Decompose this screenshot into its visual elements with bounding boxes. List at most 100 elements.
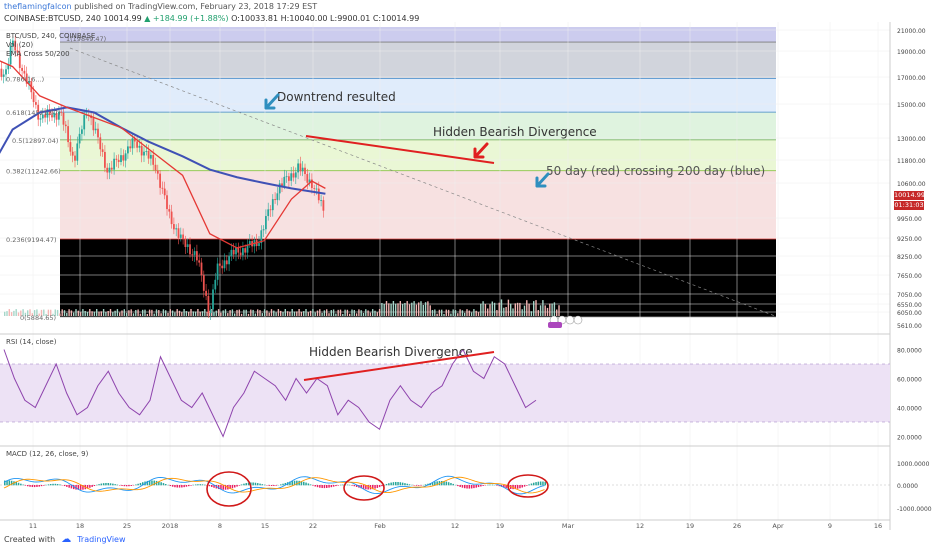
candle-body [7, 64, 10, 70]
volume-bar [61, 309, 63, 316]
candle-body [281, 183, 283, 187]
macd-hist-bar [392, 482, 395, 486]
price-axis-label: 11800.00 [897, 158, 926, 165]
macd-hist-bar [300, 481, 303, 486]
candle-body [143, 151, 145, 156]
ema50-line [0, 60, 326, 249]
volume-bar [98, 311, 100, 316]
volume-bar [266, 310, 268, 316]
macd-hist-bar [24, 485, 27, 486]
macd-hist-bar [91, 485, 93, 487]
candle-body [317, 188, 320, 201]
volume-bar [487, 308, 489, 316]
macd-hist-bar [372, 485, 374, 490]
volume-bar [388, 303, 390, 316]
candle-body [248, 241, 251, 245]
fib-label: 0.786(16...) [6, 75, 44, 83]
macd-hist-bar [162, 483, 165, 486]
candle-body [179, 234, 182, 238]
candle-body [283, 176, 286, 187]
volume-bar [181, 312, 183, 316]
author-link[interactable]: theflamingfalcon [4, 2, 72, 11]
volume-bar [112, 312, 114, 316]
candle-body [196, 251, 198, 261]
tradingview-link[interactable]: TradingView [77, 535, 126, 544]
candle-body [278, 183, 281, 194]
time-axis-label: 12 [636, 522, 644, 530]
macd-hist-bar [38, 485, 40, 487]
volume-bar [167, 312, 169, 316]
volume-bar [132, 313, 135, 316]
macd-hist-bar [151, 480, 153, 486]
macd-hist-bar [291, 481, 293, 486]
volume-bar [420, 301, 422, 316]
volume-bar [45, 313, 47, 316]
macd-hist-bar [523, 485, 526, 487]
macd-hist-bar [107, 483, 109, 486]
macd-hist-bar [542, 481, 544, 486]
volume-bar [206, 312, 208, 316]
macd-hist-bar [135, 484, 137, 486]
macd-hist-bar [528, 484, 530, 486]
volume-bar [105, 311, 107, 316]
volume-bar [367, 310, 369, 316]
macd-hist-bar [188, 485, 190, 487]
candle-body [313, 188, 316, 189]
macd-hist-bar [169, 485, 172, 487]
price-axis-label: 7650.00 [897, 273, 922, 280]
volume-bar [125, 312, 128, 316]
candle-body [202, 275, 205, 291]
macd-hist-bar [388, 483, 390, 486]
volume-bar [477, 312, 480, 316]
volume-bar [165, 310, 167, 316]
volume-bar [236, 309, 238, 316]
volume-bar [89, 309, 91, 316]
macd-hist-bar [367, 485, 369, 490]
macd-hist-bar [229, 485, 231, 489]
macd-hist-bar [431, 482, 434, 486]
volume-bar [362, 312, 365, 316]
volume-bar [142, 309, 144, 316]
volume-bar [496, 310, 498, 316]
macd-hist-bar [153, 480, 155, 486]
price-axis[interactable]: 21000.00 19000.00 17000.00 15000.00 13000.00… [897, 28, 926, 330]
volume-bar [208, 310, 211, 316]
volume-bar [503, 307, 505, 316]
candle-body [161, 187, 164, 189]
time-axis[interactable]: 11 18 25 2018 8 15 22 Feb 12 19 Mar 12 19 26 Apr 9 16 [29, 522, 882, 530]
macd-axis[interactable]: 1000.0000 0.0000 -1000.0000 [897, 461, 932, 513]
candle-body [198, 260, 201, 263]
macd-hist-bar [139, 482, 142, 486]
macd-hist-bar [330, 485, 333, 488]
macd-hist-bar [10, 480, 13, 486]
candle-body [117, 159, 120, 163]
macd-hist-bar [466, 485, 468, 489]
candle-body [186, 244, 189, 248]
volume-bar [151, 309, 153, 316]
volume-bar [178, 310, 181, 316]
volume-bar [461, 310, 464, 316]
volume-bar [314, 312, 316, 316]
candle-body [159, 173, 161, 188]
macd-hist-bar [194, 484, 197, 486]
volume-bar [38, 313, 40, 316]
macd-hist-bar [353, 485, 356, 487]
candle-body [120, 155, 122, 163]
volume-bar [86, 311, 89, 316]
fib-label: 0.618(14521.97) [6, 109, 61, 117]
volume-bar [326, 309, 328, 316]
volume-bar [268, 312, 270, 316]
candle-body [290, 173, 293, 181]
volume-bar [15, 309, 17, 316]
macd-hist-bar [418, 485, 420, 486]
candle-body [69, 142, 72, 152]
rsi-axis[interactable]: 80.0000 60.0000 40.0000 20.0000 [897, 348, 922, 442]
macd-hist-bar [185, 485, 188, 487]
macd-hist-bar [355, 485, 358, 487]
macd-hist-bar [178, 485, 181, 488]
ema200-line [0, 106, 326, 195]
volume-bar [510, 303, 512, 316]
macd-hist-bar [238, 485, 241, 486]
volume-bar [328, 313, 330, 316]
